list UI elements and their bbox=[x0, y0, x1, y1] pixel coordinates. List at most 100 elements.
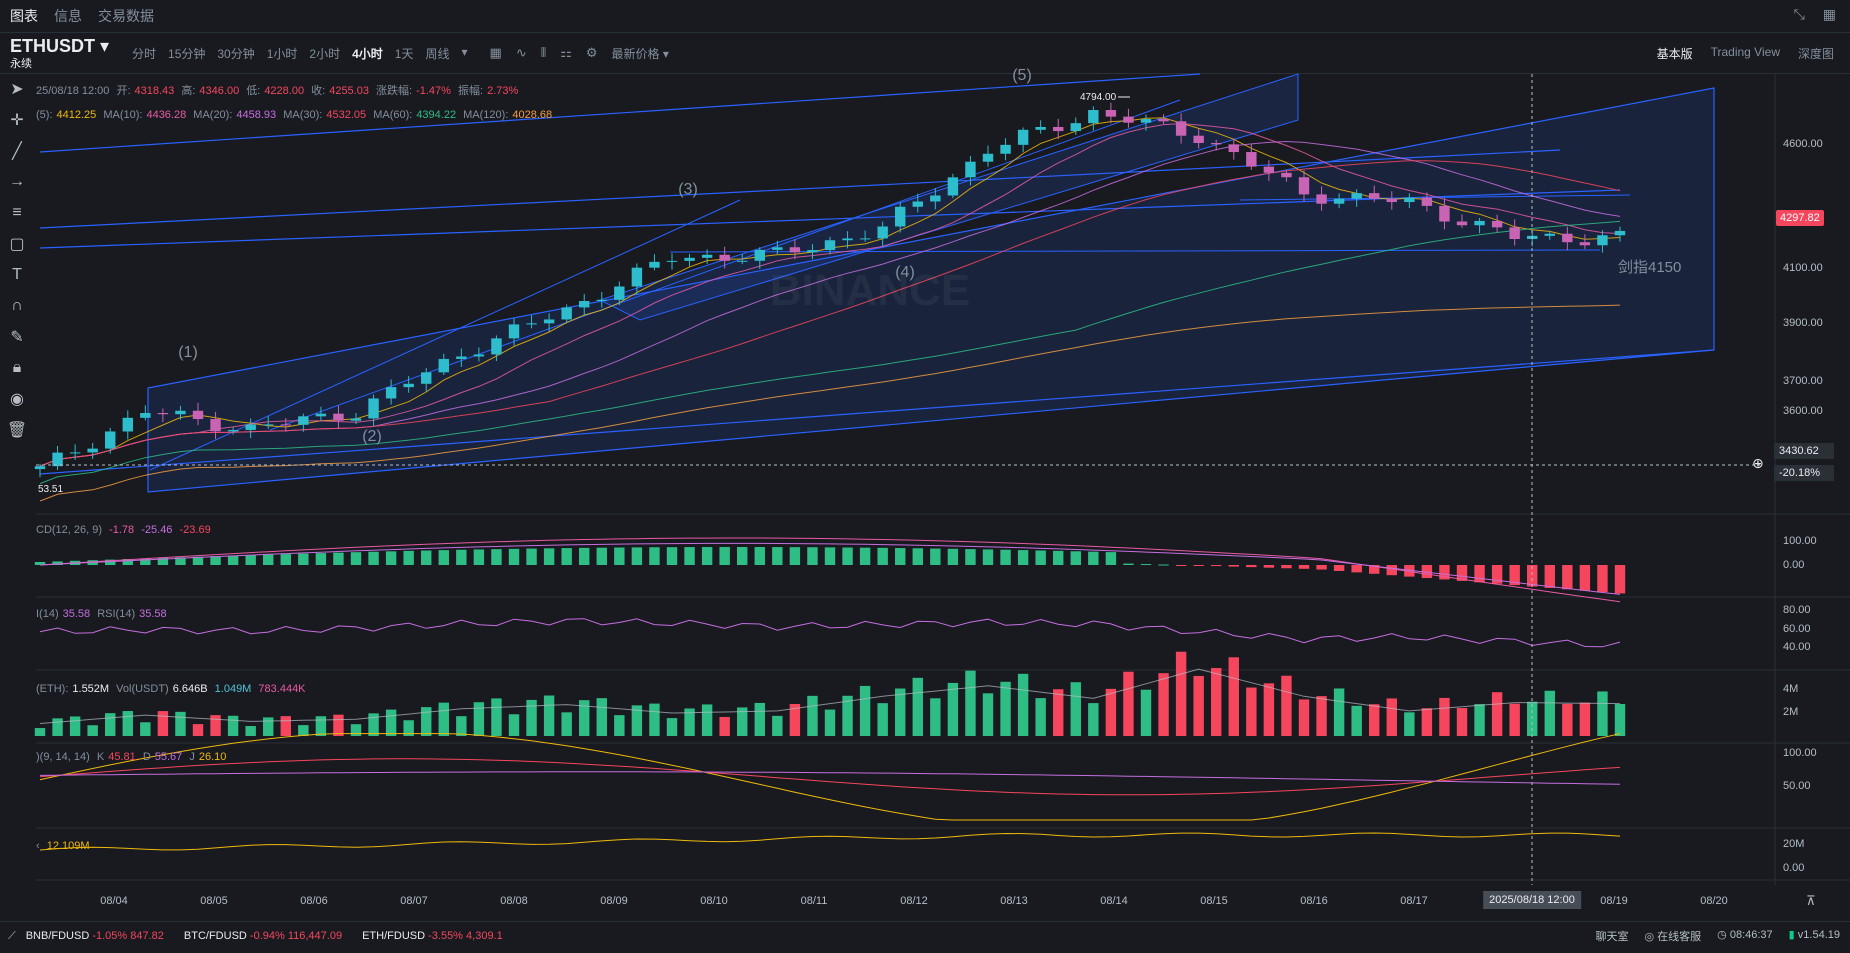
tab-chart[interactable]: 图表 bbox=[10, 8, 38, 24]
ticker-btc[interactable]: BTC/FDUSD -0.94% 116,447.09 bbox=[183, 930, 343, 942]
chart-type-icon[interactable]: ⫴ bbox=[540, 45, 547, 60]
collapse-arrow-icon[interactable]: ‹ bbox=[36, 840, 40, 852]
candle-body bbox=[666, 260, 678, 262]
calendar-icon[interactable]: ▦ bbox=[489, 45, 502, 60]
ma5-value: 4412.25 bbox=[56, 109, 97, 121]
current-price-tag: 4297.82 bbox=[1776, 210, 1824, 226]
volume-bar bbox=[1351, 705, 1362, 736]
candle-body bbox=[1070, 123, 1081, 132]
volume-bar bbox=[315, 716, 327, 736]
candle-body bbox=[1597, 235, 1608, 246]
trendline-icon[interactable]: ╱ bbox=[12, 142, 22, 160]
macd-bar bbox=[701, 547, 713, 565]
view-depth[interactable]: 深度图 bbox=[1797, 47, 1834, 61]
volume-bar bbox=[684, 708, 695, 736]
candle-body bbox=[1351, 193, 1362, 199]
vol-label-2: Vol(USDT) bbox=[116, 683, 169, 695]
lock-icon[interactable]: 🔒︎ bbox=[12, 358, 22, 376]
volume-bar bbox=[34, 728, 46, 736]
ticker-eth[interactable]: ETH/FDUSD -3.55% 4,309.1 bbox=[362, 930, 503, 942]
support-link[interactable]: ◎ 在线客服 bbox=[1644, 931, 1702, 943]
collapse-icon[interactable]: ⤡ bbox=[1793, 6, 1805, 22]
wave-label: (3) bbox=[678, 181, 698, 198]
interval-2[interactable]: 15分钟 bbox=[168, 46, 206, 61]
volume-bar bbox=[982, 693, 994, 736]
symbol-name[interactable]: ETHUSDT ▾ bbox=[10, 35, 110, 56]
tab-trading-data[interactable]: 交易数据 bbox=[98, 8, 154, 24]
clock: ◷ 08:46:37 bbox=[1717, 929, 1773, 941]
candle-body bbox=[1316, 194, 1327, 204]
horizontal-line bbox=[1239, 194, 1631, 201]
macd-bar bbox=[87, 560, 98, 565]
candle-body bbox=[298, 416, 309, 425]
pencil-icon[interactable]: ✎ bbox=[10, 328, 24, 346]
arrow-icon[interactable]: → bbox=[9, 172, 25, 190]
candle-body bbox=[192, 410, 204, 420]
volume-bar bbox=[543, 695, 555, 736]
wave-label: (2) bbox=[362, 428, 382, 445]
volume-bar bbox=[368, 713, 379, 736]
time-tick: 08/12 bbox=[900, 895, 928, 907]
candle-body bbox=[210, 419, 221, 432]
volume-bar bbox=[227, 715, 239, 736]
price-type-select[interactable]: 最新价格 ▾ bbox=[611, 46, 669, 61]
interval-5[interactable]: 2小时 bbox=[309, 46, 341, 61]
crosshair-time: 2025/08/18 12:00 bbox=[1483, 891, 1581, 909]
text-tool-icon[interactable]: T bbox=[12, 265, 22, 283]
candle-body bbox=[87, 448, 98, 453]
candle-body bbox=[263, 424, 274, 426]
view-tradingview[interactable]: Trading View bbox=[1710, 45, 1780, 59]
symbol-selector[interactable]: ETHUSDT ▾ 永续 bbox=[10, 36, 120, 71]
macd-bar bbox=[596, 547, 607, 565]
ohlc-info: 25/08/18 12:00 开: 4318.43 高: 4346.00 低: 422… bbox=[36, 82, 522, 98]
interval-1[interactable]: 分时 bbox=[132, 46, 157, 61]
eye-icon[interactable]: ◉ bbox=[10, 390, 24, 408]
crosshair-icon[interactable]: ✛ bbox=[10, 111, 24, 129]
price-tick: 3700.00 bbox=[1783, 375, 1823, 387]
interval-4[interactable]: 1小时 bbox=[266, 46, 298, 61]
ticker-bnb[interactable]: BNB/FDUSD -1.05% 847.82 bbox=[25, 930, 164, 942]
macd-bar bbox=[754, 547, 765, 565]
macd-label: CD(12, 26, 9) bbox=[36, 524, 103, 536]
candles-layer bbox=[34, 102, 1626, 478]
magnet-icon[interactable]: ∩ bbox=[11, 296, 23, 314]
view-basic[interactable]: 基本版 bbox=[1656, 47, 1693, 61]
chat-room-link[interactable]: 聊天室 bbox=[1595, 931, 1629, 943]
volume-bar bbox=[403, 720, 414, 736]
candle-body bbox=[737, 260, 748, 262]
add-alert-icon[interactable]: ⊕ bbox=[1752, 455, 1764, 471]
template-icon[interactable]: ⚏ bbox=[560, 45, 572, 60]
shape-icon[interactable]: ▢ bbox=[9, 235, 25, 253]
tab-info[interactable]: 信息 bbox=[54, 8, 82, 24]
cursor-icon[interactable]: ➤ bbox=[10, 80, 24, 98]
candle-body bbox=[1000, 144, 1011, 154]
macd-bar bbox=[1386, 565, 1397, 576]
close-value: 4255.03 bbox=[329, 85, 369, 97]
interval-7[interactable]: 1天 bbox=[394, 46, 414, 61]
macd-bar bbox=[526, 548, 537, 565]
volume-bar bbox=[789, 703, 801, 736]
volume-bar bbox=[737, 707, 748, 736]
settings-gear-icon[interactable]: ⚙ bbox=[585, 45, 598, 60]
candle-body bbox=[526, 323, 537, 325]
macd-bar bbox=[824, 547, 836, 565]
interval-more-icon[interactable]: ▾ bbox=[461, 44, 468, 59]
grid-layout-icon[interactable]: ▦ bbox=[1822, 6, 1836, 22]
rsi-label-2: RSI(14) bbox=[97, 608, 136, 620]
macd-bar bbox=[1456, 565, 1468, 581]
indicator-icon[interactable]: ∿ bbox=[515, 45, 527, 60]
candle-body bbox=[1404, 197, 1415, 203]
candle-body bbox=[631, 267, 643, 287]
volume-bar bbox=[1421, 708, 1433, 736]
macd-bar bbox=[561, 548, 572, 565]
macd-bar bbox=[1281, 565, 1292, 569]
interval-3[interactable]: 30分钟 bbox=[217, 46, 255, 61]
interval-8[interactable]: 周线 bbox=[425, 46, 450, 61]
interval-6[interactable]: 4小时 bbox=[352, 46, 383, 61]
ma-line-ma120 bbox=[39, 304, 1621, 502]
axis-settings-icon[interactable]: ⊼ bbox=[1806, 893, 1816, 908]
macd-bar bbox=[1579, 565, 1591, 591]
trash-icon[interactable]: 🗑︎ bbox=[6, 421, 28, 439]
fib-icon[interactable]: ≡ bbox=[12, 203, 22, 221]
